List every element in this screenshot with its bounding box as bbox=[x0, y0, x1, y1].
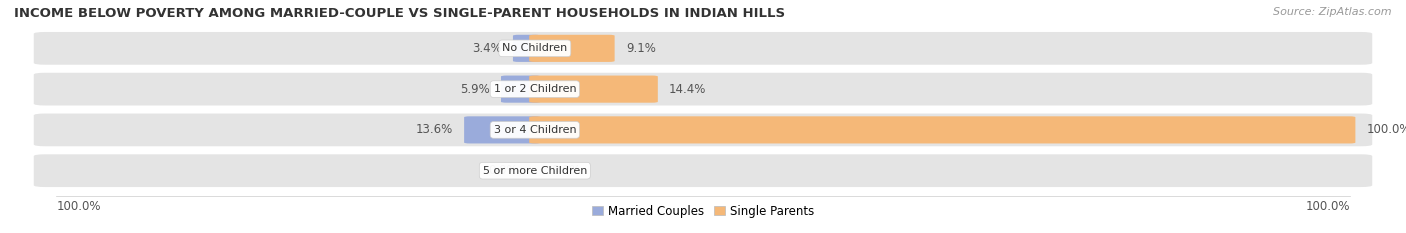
Text: 5.9%: 5.9% bbox=[460, 83, 489, 96]
Text: 14.4%: 14.4% bbox=[669, 83, 706, 96]
Text: 0.0%: 0.0% bbox=[488, 164, 517, 177]
Text: 100.0%: 100.0% bbox=[56, 200, 101, 213]
FancyBboxPatch shape bbox=[34, 113, 1372, 146]
Text: INCOME BELOW POVERTY AMONG MARRIED-COUPLE VS SINGLE-PARENT HOUSEHOLDS IN INDIAN : INCOME BELOW POVERTY AMONG MARRIED-COUPL… bbox=[14, 7, 785, 20]
Text: No Children: No Children bbox=[502, 43, 568, 53]
Text: 5 or more Children: 5 or more Children bbox=[482, 166, 588, 176]
FancyBboxPatch shape bbox=[513, 35, 540, 62]
Text: 3.4%: 3.4% bbox=[472, 42, 502, 55]
Text: Source: ZipAtlas.com: Source: ZipAtlas.com bbox=[1274, 7, 1392, 17]
Legend: Married Couples, Single Parents: Married Couples, Single Parents bbox=[586, 200, 820, 223]
Text: 9.1%: 9.1% bbox=[626, 42, 655, 55]
FancyBboxPatch shape bbox=[34, 73, 1372, 106]
Text: 13.6%: 13.6% bbox=[416, 123, 453, 136]
FancyBboxPatch shape bbox=[34, 32, 1372, 65]
FancyBboxPatch shape bbox=[529, 116, 1355, 144]
FancyBboxPatch shape bbox=[529, 75, 658, 103]
Text: 1 or 2 Children: 1 or 2 Children bbox=[494, 84, 576, 94]
FancyBboxPatch shape bbox=[501, 75, 540, 103]
FancyBboxPatch shape bbox=[34, 154, 1372, 187]
FancyBboxPatch shape bbox=[464, 116, 540, 144]
Text: 3 or 4 Children: 3 or 4 Children bbox=[494, 125, 576, 135]
Text: 100.0%: 100.0% bbox=[1305, 200, 1350, 213]
FancyBboxPatch shape bbox=[529, 35, 614, 62]
Text: 0.0%: 0.0% bbox=[551, 164, 581, 177]
Text: 100.0%: 100.0% bbox=[1367, 123, 1406, 136]
